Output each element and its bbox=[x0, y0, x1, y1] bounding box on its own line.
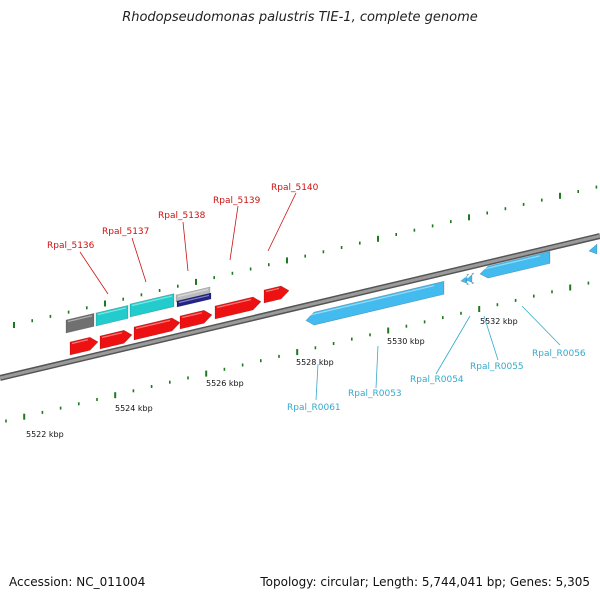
rna-arrow-small-2-highlight bbox=[461, 275, 469, 279]
gene-label-rpal-r0055: Rpal_R0055 bbox=[470, 362, 524, 372]
rna-arrow-blue-long bbox=[305, 280, 445, 326]
gene-label-rpal-r0054: Rpal_R0054 bbox=[410, 375, 464, 385]
gene-arrow-red-2-highlight bbox=[101, 332, 123, 339]
gene-box-gray-highlight bbox=[67, 315, 93, 323]
gene-box-navy bbox=[176, 292, 212, 308]
gene-box-cyan-1 bbox=[95, 305, 129, 327]
gene-arrow-red-6 bbox=[263, 285, 290, 304]
gene-labels-top: Rpal_5136 Rpal_5137 Rpal_5138 Rpal_5139 … bbox=[47, 183, 319, 295]
tick-row-bottom bbox=[5, 281, 590, 423]
gene-arrow-red-5-highlight bbox=[216, 298, 252, 309]
rna-arrow-blue-long-highlight bbox=[307, 285, 435, 317]
accession-label: Accession: NC_011004 bbox=[9, 575, 146, 589]
scale-label-5522: 5522 kbp bbox=[26, 430, 64, 439]
gene-arrow-red-6-highlight bbox=[265, 287, 280, 293]
gene-label-rpal-5137: Rpal_5137 bbox=[102, 227, 149, 237]
gene-arrow-red-3 bbox=[133, 317, 181, 341]
gene-arrow-red-1-highlight bbox=[71, 339, 89, 345]
genome-summary: Topology: circular; Length: 5,744,041 bp… bbox=[260, 575, 590, 589]
gene-arrow-red-5 bbox=[214, 296, 262, 320]
gene-box-lightgray-highlight bbox=[177, 288, 209, 298]
gene-label-rpal-5139: Rpal_5139 bbox=[213, 196, 261, 206]
rna-arrow-small-1-highlight bbox=[456, 276, 464, 280]
gene-label-rpal-5140: Rpal_5140 bbox=[271, 183, 319, 193]
scale-label-5532: 5532 kbp bbox=[480, 317, 518, 326]
gene-box-lightgray bbox=[175, 286, 211, 303]
gene-arrow-red-1 bbox=[69, 336, 99, 356]
rna-arrow-small-2 bbox=[465, 272, 475, 284]
tick-row-top bbox=[13, 185, 598, 328]
gene-label-rpal-5136: Rpal_5136 bbox=[47, 241, 95, 251]
gene-box-cyan-2-highlight bbox=[131, 295, 173, 307]
genome-title: Rhodopseudomonas palustris TIE-1, comple… bbox=[122, 10, 478, 25]
gene-box-cyan-1-highlight bbox=[97, 307, 127, 316]
gene-box-cyan-2 bbox=[129, 293, 175, 318]
gene-arrow-red-4-highlight bbox=[181, 312, 203, 319]
gene-label-rpal-r0061: Rpal_R0061 bbox=[287, 403, 341, 413]
gene-label-rpal-r0053: Rpal_R0053 bbox=[348, 389, 402, 399]
rna-arrow-edge-highlight bbox=[586, 246, 592, 250]
gene-arrow-red-4 bbox=[179, 309, 213, 330]
scale-label-5526: 5526 kbp bbox=[206, 379, 244, 388]
gene-box-navy-highlight bbox=[178, 294, 210, 304]
gene-labels-bottom: Rpal_R0061 Rpal_R0053 Rpal_R0054 Rpal_R0… bbox=[287, 305, 586, 413]
gene-label-rpal-5138: Rpal_5138 bbox=[158, 211, 206, 221]
rna-arrow-blue-right-highlight bbox=[481, 255, 541, 271]
gene-arrow-red-3-highlight bbox=[135, 319, 171, 330]
gene-label-rpal-r0056: Rpal_R0056 bbox=[532, 349, 586, 359]
scale-label-5524: 5524 kbp bbox=[115, 404, 153, 413]
scale-label-5530: 5530 kbp bbox=[387, 337, 425, 346]
scale-label-5528: 5528 kbp bbox=[296, 358, 334, 367]
gene-box-gray bbox=[65, 313, 95, 334]
rna-arrow-blue-right bbox=[479, 251, 551, 279]
gene-arrow-red-2 bbox=[99, 329, 133, 350]
rna-arrow-edge bbox=[588, 243, 598, 255]
genome-backbone bbox=[0, 233, 600, 381]
scale-labels: 5522 kbp 5524 kbp 5526 kbp 5528 kbp 5530… bbox=[26, 317, 518, 439]
